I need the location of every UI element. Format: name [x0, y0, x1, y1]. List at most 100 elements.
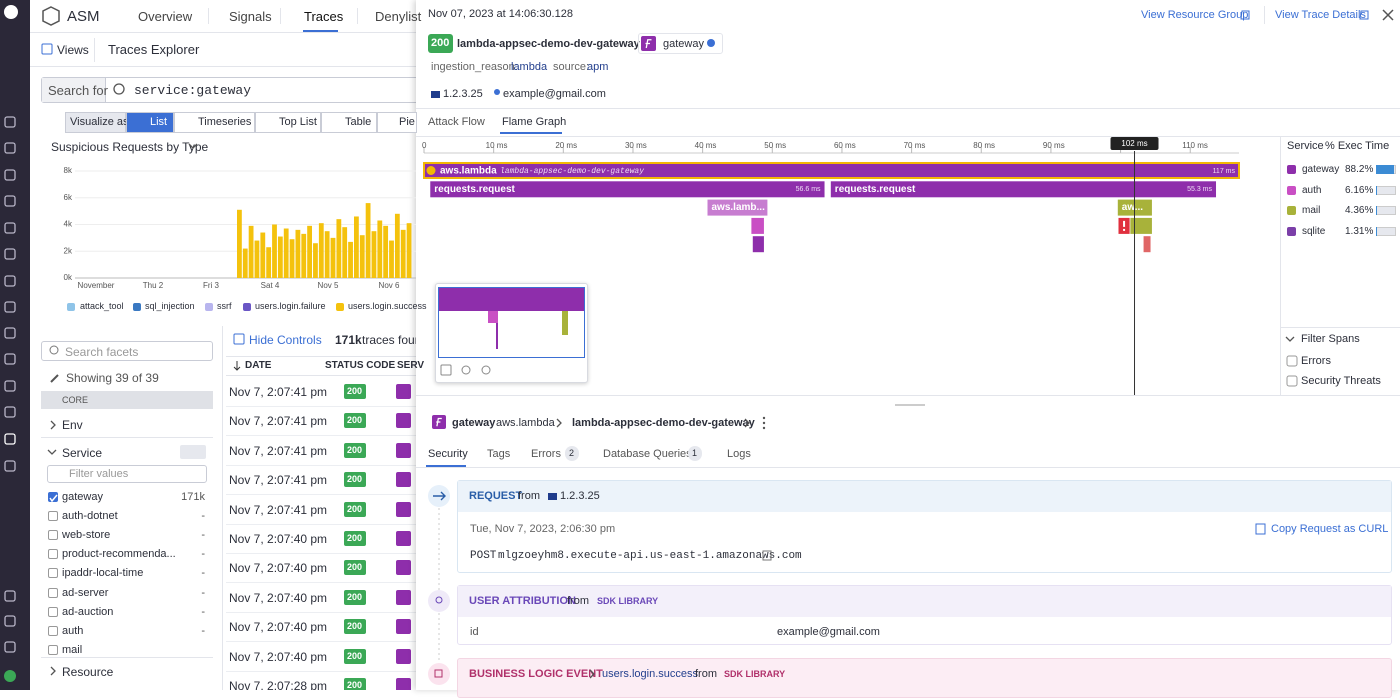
nav-tab[interactable]: Signals [229, 10, 272, 23]
trace-ip: 1.2.3.25 [443, 89, 483, 100]
user-from: from [567, 596, 589, 607]
divider [222, 326, 223, 690]
y-tick-label: 6k [64, 193, 73, 202]
user-source: SDK LIBRARY [597, 597, 658, 606]
row-date: Nov 7, 2:07:41 pm [229, 504, 327, 516]
facet-checkbox[interactable] [48, 511, 58, 521]
resize-handle[interactable] [895, 404, 925, 406]
hide-controls[interactable]: Hide Controls [249, 334, 322, 346]
visualize-option[interactable]: Table [345, 117, 371, 128]
row-date: Nov 7, 2:07:40 pm [229, 651, 327, 663]
edit-icon [51, 375, 58, 382]
facet-checkbox[interactable] [48, 568, 58, 578]
divider [357, 8, 358, 24]
service-icon [396, 678, 411, 690]
facet-filter-toggle[interactable] [180, 445, 206, 459]
filter-option[interactable]: Errors [1301, 356, 1331, 367]
chart-title[interactable]: Suspicious Requests by Type [51, 141, 208, 153]
span [1144, 236, 1151, 252]
visualize-option[interactable]: List [150, 117, 167, 128]
facet-resource[interactable]: Resource [62, 666, 113, 678]
exec-bar-track [1376, 186, 1396, 195]
visualize-option[interactable]: Top List [279, 117, 317, 128]
detail-tab[interactable]: Database Queries [603, 449, 692, 460]
facet-value-count: - [201, 588, 205, 599]
copy-curl[interactable]: Copy Request as CURL [1271, 524, 1388, 535]
nav-tab[interactable]: Traces [304, 10, 343, 23]
facet-checkbox[interactable] [48, 626, 58, 636]
bar [348, 242, 353, 278]
facet-checkbox[interactable] [48, 588, 58, 598]
tab[interactable]: Attack Flow [428, 117, 485, 128]
view-resource-group[interactable]: View Resource Group [1141, 10, 1248, 21]
search-query[interactable]: service:gateway [134, 84, 251, 97]
tab-active[interactable]: Flame Graph [502, 117, 566, 128]
detail-tab[interactable]: Errors [531, 449, 561, 460]
facet-value[interactable]: ad-auction [62, 607, 113, 618]
exec-percent: 1.31% [1345, 227, 1373, 237]
facet-service[interactable]: Service [62, 447, 102, 459]
facet-checkbox[interactable] [48, 492, 58, 502]
legend-label[interactable]: sql_injection [145, 302, 195, 311]
filter-option[interactable]: Security Threats [1301, 376, 1381, 387]
facet-value[interactable]: gateway [62, 492, 103, 503]
detail-tab[interactable]: Tags [487, 449, 510, 460]
column-header[interactable]: STATUS CODE [325, 361, 395, 371]
view-trace-details[interactable]: View Trace Details [1275, 10, 1366, 21]
hide-controls-icon [234, 334, 244, 344]
legend-label[interactable]: attack_tool [80, 302, 124, 311]
detail-tab[interactable]: Logs [727, 449, 751, 460]
nav-tab[interactable]: Denylist [375, 10, 421, 23]
legend-label[interactable]: users.login.failure [255, 302, 326, 311]
status-code: 200 [431, 38, 449, 49]
facet-env[interactable]: Env [62, 419, 83, 431]
facet-value[interactable]: auth-dotnet [62, 511, 118, 522]
facet-value[interactable]: product-recommenda... [62, 549, 176, 560]
legend-swatch [67, 303, 75, 311]
legend-label[interactable]: ssrf [217, 302, 232, 311]
facet-value[interactable]: web-store [62, 530, 110, 541]
facet-checkbox[interactable] [48, 607, 58, 617]
visualize-option[interactable]: Timeseries [198, 117, 251, 128]
row-date: Nov 7, 2:07:40 pm [229, 592, 327, 604]
facet-value[interactable]: auth [62, 626, 83, 637]
views-button[interactable]: Views [57, 44, 89, 56]
minimap-zoom-out[interactable] [462, 366, 470, 374]
service-icon [396, 649, 411, 664]
request-from: from [518, 491, 540, 502]
facet-value[interactable]: mail [62, 645, 82, 656]
filter-title[interactable]: Filter Spans [1301, 334, 1360, 345]
facet-checkbox[interactable] [48, 645, 58, 655]
exec-bar [1376, 186, 1377, 195]
minimap-button[interactable] [441, 365, 451, 375]
tab-underline [500, 132, 562, 134]
tab-underline [426, 465, 466, 467]
facet-checkbox[interactable] [48, 549, 58, 559]
x-tick-label: 40 ms [695, 141, 717, 150]
span-name: aws.lamb... [712, 202, 766, 213]
trace-service: gateway [663, 39, 704, 50]
service-name: gateway [1302, 165, 1339, 175]
facet-value[interactable]: ad-server [62, 588, 108, 599]
minimap-span [562, 311, 568, 335]
detail-tab[interactable]: Security [428, 449, 468, 460]
status-code: 200 [347, 475, 362, 484]
trace-resource: lambda-appsec-demo-dev-gateway [457, 39, 640, 50]
nav-tab-underline [303, 30, 338, 32]
breakdown-col[interactable]: % Exec Time [1325, 141, 1389, 152]
column-header[interactable]: DATE [245, 361, 271, 371]
facet-value[interactable]: ipaddr-local-time [62, 568, 143, 579]
visualize-option[interactable]: Pie [399, 117, 415, 128]
exec-bar [1376, 165, 1394, 174]
column-header[interactable]: SERV [397, 361, 424, 371]
y-tick-label: 8k [64, 166, 73, 175]
nav-tab[interactable]: Overview [138, 10, 192, 23]
facet-checkbox[interactable] [48, 530, 58, 540]
minimap-zoom-in[interactable] [482, 366, 490, 374]
legend-label[interactable]: users.login.success [348, 302, 427, 311]
row-date: Nov 7, 2:07:40 pm [229, 621, 327, 633]
chevron [51, 421, 55, 429]
